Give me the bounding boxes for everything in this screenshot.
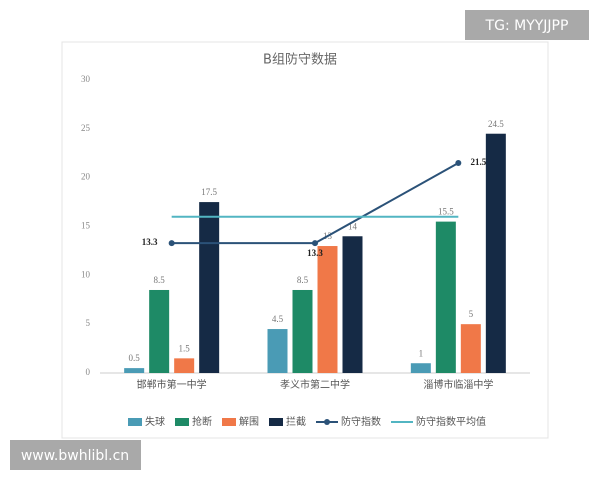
bar bbox=[199, 202, 220, 373]
y-tick-label: 10 bbox=[81, 269, 91, 279]
bar bbox=[174, 358, 195, 373]
value-label: 21.5 bbox=[470, 157, 486, 167]
legend-swatch bbox=[222, 418, 236, 426]
bar bbox=[292, 289, 313, 373]
bar bbox=[435, 221, 456, 373]
value-label: 1 bbox=[419, 348, 424, 358]
value-label: 0.5 bbox=[129, 353, 141, 363]
legend-swatch bbox=[128, 418, 142, 426]
watermark-box bbox=[465, 10, 589, 40]
bar bbox=[149, 289, 170, 373]
x-tick-label: 邯郸市第一中学 bbox=[137, 378, 207, 391]
y-tick-label: 20 bbox=[81, 172, 91, 182]
x-tick-label: 孝义市第二中学 bbox=[280, 378, 350, 391]
legend-label: 拦截 bbox=[286, 415, 306, 428]
legend-label: 防守指数平均值 bbox=[416, 415, 486, 428]
bar bbox=[410, 363, 431, 373]
value-label: 15.5 bbox=[438, 207, 454, 217]
watermark-box bbox=[10, 440, 141, 470]
value-label: 8.5 bbox=[297, 275, 309, 285]
x-tick-label: 淄博市临淄中学 bbox=[423, 378, 493, 391]
legend-swatch bbox=[324, 419, 330, 425]
bar bbox=[460, 324, 481, 373]
value-label: 1.5 bbox=[179, 343, 191, 353]
line-point bbox=[455, 160, 462, 167]
value-label: 4.5 bbox=[272, 314, 284, 324]
line-point bbox=[168, 240, 175, 247]
bar bbox=[317, 246, 338, 373]
y-tick-label: 0 bbox=[86, 367, 91, 377]
y-tick-label: 30 bbox=[81, 74, 91, 84]
bar bbox=[124, 368, 145, 373]
legend-label: 抢断 bbox=[192, 415, 212, 428]
y-tick-label: 5 bbox=[86, 318, 91, 328]
value-label: 13.3 bbox=[142, 237, 158, 247]
bar bbox=[267, 329, 288, 373]
legend-swatch bbox=[269, 418, 283, 426]
value-label: 13.3 bbox=[307, 248, 323, 258]
legend-label: 失球 bbox=[145, 415, 165, 428]
value-label: 5 bbox=[469, 309, 474, 319]
y-tick-label: 15 bbox=[81, 221, 91, 231]
watermark: www.bwhlibl.cn bbox=[21, 448, 129, 464]
value-label: 17.5 bbox=[201, 187, 217, 197]
value-label: 24.5 bbox=[488, 119, 504, 129]
legend-swatch bbox=[175, 418, 189, 426]
bar bbox=[485, 133, 506, 373]
value-label: 14 bbox=[348, 221, 358, 231]
bar bbox=[342, 236, 363, 373]
y-tick-label: 25 bbox=[81, 123, 91, 133]
legend-label: 解围 bbox=[239, 415, 259, 428]
line-point bbox=[312, 240, 318, 247]
legend-label: 防守指数 bbox=[341, 415, 381, 428]
chart-title: B组防守数据 bbox=[263, 52, 337, 68]
value-label: 8.5 bbox=[154, 275, 166, 285]
watermark: TG: MYYJJPP bbox=[485, 18, 569, 34]
chart-panel bbox=[61, 41, 549, 439]
